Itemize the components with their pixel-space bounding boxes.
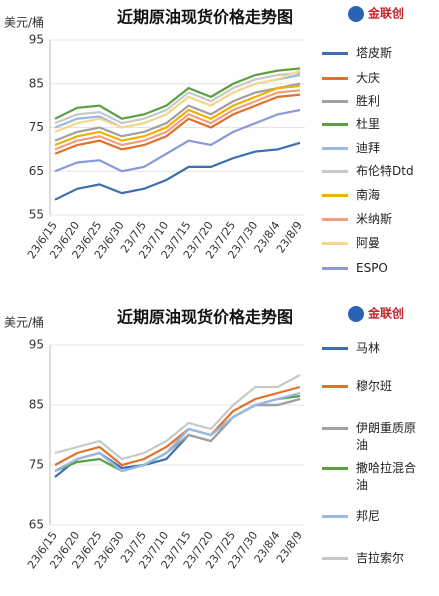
y-tick-label: 85 (29, 76, 44, 90)
data-line (54, 71, 301, 125)
data-line (54, 84, 301, 147)
legend-label: 布伦特Dtd (356, 164, 414, 178)
legend-item: 伊朗重质原油 (322, 420, 427, 454)
legend-label: 大庆 (356, 71, 381, 85)
logo-icon (348, 306, 364, 322)
legend-swatch (322, 557, 348, 560)
legend-item: ESPO (322, 260, 427, 277)
legend-swatch (322, 100, 348, 103)
legend-item: 迪拜 (322, 140, 427, 157)
legend-item: 南海 (322, 187, 427, 204)
data-line (54, 385, 301, 467)
data-line (54, 108, 301, 173)
y-tick-label: 55 (29, 208, 44, 222)
y-tick-label: 65 (29, 518, 44, 532)
legend-label: 阿曼 (356, 236, 381, 250)
y-axis-label: 美元/桶 (4, 15, 44, 30)
data-line (54, 69, 301, 133)
brand: 金联创 (367, 306, 404, 321)
legend-label: 马林 (356, 341, 381, 355)
legend-item: 塔皮斯 (322, 45, 427, 62)
legend-swatch (322, 385, 348, 388)
legend-label: 撒哈拉混合油 (356, 461, 417, 492)
chart-title: 近期原油现货价格走势图 (117, 308, 293, 327)
data-line (54, 391, 301, 473)
data-line (54, 394, 301, 473)
data-line (54, 374, 301, 461)
legend-item: 米纳斯 (322, 211, 427, 228)
legend-label: 米纳斯 (356, 212, 393, 226)
legend-item: 马林 (322, 340, 427, 357)
legend-label: 穆尔班 (356, 379, 393, 393)
legend-swatch (322, 170, 348, 173)
legend-swatch (322, 218, 348, 221)
legend-label: 迪拜 (356, 141, 381, 155)
legend-item: 穆尔班 (322, 378, 427, 395)
y-tick-label: 85 (29, 398, 44, 412)
legend-swatch (322, 147, 348, 150)
legend-item: 布伦特Dtd (322, 163, 427, 180)
legend-swatch (322, 267, 348, 270)
legend-swatch (322, 77, 348, 80)
legend-label: 杜里 (356, 117, 381, 131)
legend-item: 撒哈拉混合油 (322, 460, 427, 494)
legend-label: 南海 (356, 188, 381, 202)
legend-label: ESPO (356, 261, 388, 275)
legend-swatch (322, 194, 348, 197)
legend-item: 吉拉索尔 (322, 550, 427, 567)
legend-swatch (322, 467, 348, 470)
legend-label: 吉拉索尔 (356, 551, 405, 565)
legend-swatch (322, 242, 348, 245)
data-line (54, 67, 301, 120)
brand: 金联创 (367, 6, 404, 21)
legend-swatch (322, 52, 348, 55)
legend-swatch (322, 347, 348, 350)
legend-item: 大庆 (322, 70, 427, 87)
legend-label: 伊朗重质原油 (356, 421, 417, 452)
y-tick-label: 95 (29, 338, 44, 352)
legend-swatch (322, 123, 348, 126)
logo-icon (348, 6, 364, 22)
legend-label: 胜利 (356, 94, 381, 108)
y-tick-label: 75 (29, 120, 44, 134)
data-line (54, 82, 301, 142)
legend-item: 胜利 (322, 93, 427, 110)
legend-swatch (322, 515, 348, 518)
legend-label: 塔皮斯 (356, 46, 393, 60)
data-line (54, 89, 301, 151)
legend-item: 杜里 (322, 116, 427, 133)
y-tick-label: 65 (29, 164, 44, 178)
legend-label: 邦尼 (356, 509, 381, 523)
legend-item: 邦尼 (322, 508, 427, 525)
chart-title: 近期原油现货价格走势图 (117, 8, 293, 27)
legend-swatch (322, 427, 348, 430)
legend-item: 阿曼 (322, 235, 427, 252)
y-tick-label: 75 (29, 458, 44, 472)
data-line (54, 141, 301, 201)
data-line (54, 93, 301, 155)
y-tick-label: 95 (29, 33, 44, 47)
y-axis-label: 美元/桶 (4, 315, 44, 330)
